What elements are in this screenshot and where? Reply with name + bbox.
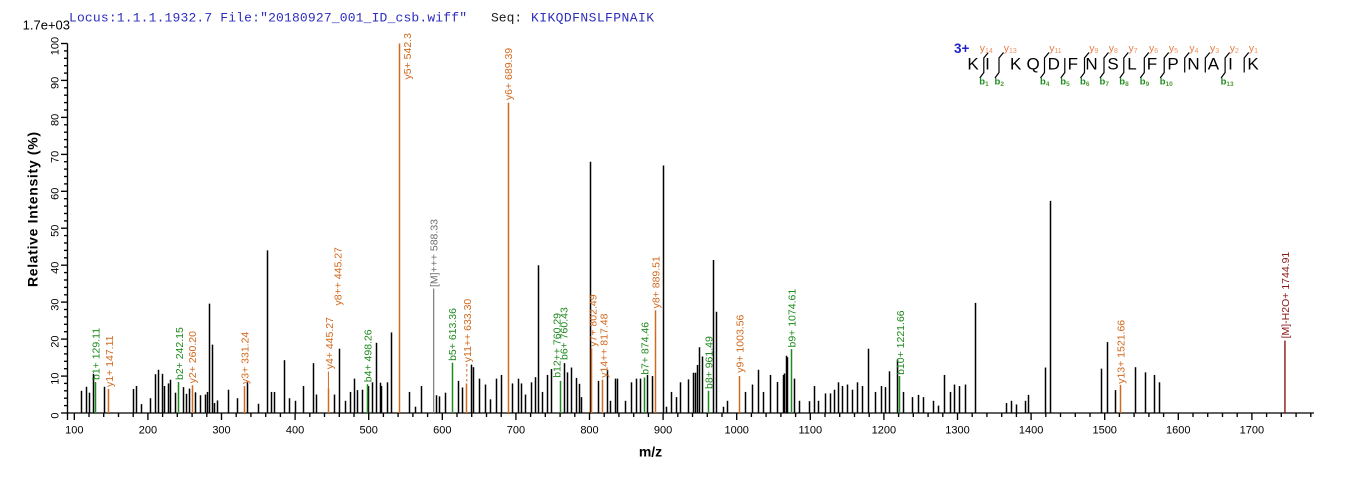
svg-text:F: F (1068, 55, 1078, 74)
svg-text:b1: b1 (979, 77, 989, 89)
svg-text:b2: b2 (995, 77, 1005, 89)
svg-text:700: 700 (507, 425, 525, 437)
svg-text:400: 400 (286, 425, 304, 437)
svg-text:b10+ 1221.66: b10+ 1221.66 (895, 310, 907, 375)
svg-text:30: 30 (50, 298, 62, 310)
svg-text:y6+ 689.39: y6+ 689.39 (503, 48, 515, 100)
svg-text:Locus:1.1.1.1932.7 File:"20180: Locus:1.1.1.1932.7 File:"20180927_001_ID… (69, 11, 467, 26)
svg-text:600: 600 (433, 425, 451, 437)
svg-text:50: 50 (50, 225, 62, 237)
svg-text:P: P (1167, 55, 1178, 74)
svg-text:KIKQDFNSLFPNAIK: KIKQDFNSLFPNAIK (531, 11, 654, 26)
svg-text:90: 90 (50, 77, 62, 89)
svg-text:1600: 1600 (1166, 425, 1190, 437)
svg-text:500: 500 (360, 425, 378, 437)
svg-text:b9+ 1074.61: b9+ 1074.61 (787, 289, 799, 348)
svg-text:1200: 1200 (872, 425, 896, 437)
svg-text:b7+ 874.46: b7+ 874.46 (639, 322, 651, 375)
svg-text:b10: b10 (1160, 77, 1173, 89)
svg-text:[M]-H2O+ 1744.91: [M]-H2O+ 1744.91 (1280, 252, 1292, 339)
svg-text:3+: 3+ (954, 41, 970, 56)
svg-text:y4+ 445.27: y4+ 445.27 (324, 317, 336, 369)
svg-text:[M]+++ 588.33: [M]+++ 588.33 (429, 219, 441, 287)
svg-text:A: A (1208, 55, 1220, 74)
svg-text:b13: b13 (1221, 77, 1234, 89)
svg-text:y2: y2 (1230, 43, 1239, 56)
svg-text:y1: y1 (1249, 43, 1258, 56)
svg-text:y8++ 445.27: y8++ 445.27 (332, 247, 344, 306)
svg-text:y11++ 633.30: y11++ 633.30 (462, 299, 474, 363)
svg-text:K: K (967, 55, 979, 74)
svg-text:y8: y8 (1109, 43, 1118, 56)
svg-text:1.7e+03: 1.7e+03 (23, 18, 70, 33)
svg-text:40: 40 (50, 262, 62, 274)
svg-text:60: 60 (50, 188, 62, 200)
svg-text:Seq:: Seq: (491, 11, 522, 26)
svg-text:N: N (1085, 55, 1097, 74)
svg-text:y2+ 260.20: y2+ 260.20 (187, 331, 199, 383)
svg-text:70: 70 (50, 151, 62, 163)
svg-text:Q: Q (1026, 55, 1039, 74)
svg-text:b6: b6 (1080, 77, 1090, 89)
svg-text:b4+ 498.26: b4+ 498.26 (362, 329, 374, 382)
svg-text:b2+ 242.15: b2+ 242.15 (174, 327, 186, 380)
svg-text:F: F (1147, 55, 1157, 74)
svg-text:100: 100 (50, 37, 62, 55)
svg-text:y5: y5 (1169, 43, 1178, 56)
svg-text:1700: 1700 (1240, 425, 1264, 437)
svg-text:1400: 1400 (1019, 425, 1043, 437)
svg-text:1500: 1500 (1092, 425, 1116, 437)
svg-text:y5+ 542.3: y5+ 542.3 (402, 33, 414, 80)
svg-text:b7: b7 (1100, 77, 1110, 89)
svg-text:800: 800 (580, 425, 598, 437)
svg-text:y9+ 1003.56: y9+ 1003.56 (734, 314, 746, 372)
svg-text:I: I (985, 55, 990, 74)
svg-text:b8: b8 (1119, 77, 1129, 89)
svg-text:b6+ 760.43: b6+ 760.43 (558, 307, 570, 360)
svg-text:0: 0 (50, 412, 62, 418)
svg-text:300: 300 (212, 425, 230, 437)
svg-text:b5+ 613.36: b5+ 613.36 (447, 308, 459, 361)
svg-text:1300: 1300 (945, 425, 969, 437)
svg-text:y4: y4 (1189, 43, 1198, 56)
svg-text:K: K (1247, 55, 1259, 74)
svg-text:b8+ 961.49: b8+ 961.49 (703, 336, 715, 389)
svg-text:y3: y3 (1210, 43, 1219, 56)
svg-text:S: S (1107, 55, 1118, 74)
svg-text:20: 20 (50, 335, 62, 347)
svg-text:N: N (1187, 55, 1199, 74)
svg-text:y6: y6 (1149, 43, 1158, 56)
svg-text:y1+ 147.11: y1+ 147.11 (104, 335, 116, 387)
svg-text:80: 80 (50, 114, 62, 126)
svg-text:y13+ 1521.66: y13+ 1521.66 (1116, 320, 1128, 384)
svg-text:y14++ 817.48: y14++ 817.48 (598, 313, 610, 377)
svg-text:10: 10 (50, 372, 62, 384)
svg-text:b12++ 760.29: b12++ 760.29 (551, 313, 563, 378)
svg-text:b1+ 129.11: b1+ 129.11 (91, 328, 103, 380)
svg-text:y3+ 331.24: y3+ 331.24 (240, 332, 252, 384)
svg-text:900: 900 (654, 425, 672, 437)
svg-text:y7+ 802.49: y7+ 802.49 (587, 294, 599, 346)
svg-text:y7: y7 (1129, 43, 1138, 56)
svg-text:y8+ 889.51: y8+ 889.51 (650, 256, 662, 308)
svg-text:D: D (1048, 55, 1060, 74)
svg-text:200: 200 (139, 425, 157, 437)
svg-text:I: I (1228, 55, 1233, 74)
svg-text:1000: 1000 (724, 425, 748, 437)
svg-text:1100: 1100 (798, 425, 822, 437)
svg-text:b5: b5 (1060, 77, 1070, 89)
svg-text:L: L (1127, 55, 1136, 74)
svg-text:b9: b9 (1140, 77, 1150, 89)
svg-text:100: 100 (65, 425, 83, 437)
svg-text:Relative Intensity (%): Relative Intensity (%) (25, 132, 41, 287)
svg-text:b4: b4 (1040, 77, 1050, 89)
svg-text:K: K (1010, 55, 1022, 74)
svg-text:m/z: m/z (639, 444, 662, 460)
svg-text:y9: y9 (1089, 43, 1098, 56)
